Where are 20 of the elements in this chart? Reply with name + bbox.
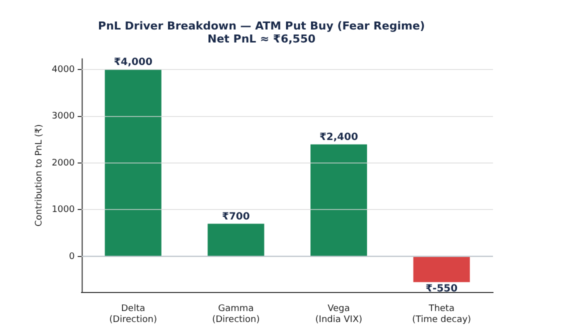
bar (310, 144, 368, 256)
x-tick-label: Gamma (Direction) (212, 304, 260, 325)
y-tick-label: 1000 (52, 205, 75, 216)
data-label: ₹4,000 (114, 57, 152, 68)
y-tick-label: 2000 (52, 158, 75, 168)
bar (413, 256, 470, 282)
bar (208, 224, 264, 256)
x-tick-label: Theta (Time decay) (412, 304, 472, 325)
chart-title: PnL Driver Breakdown — ATM Put Buy (Fear Regime) (98, 19, 425, 32)
y-tick-label: 0 (68, 252, 75, 262)
y-axis-title: Contribution to PnL (₹) (34, 124, 45, 227)
bar (104, 70, 162, 256)
data-label: ₹700 (222, 211, 250, 222)
chart-subtitle: Net PnL ≈ ₹6,550 (208, 32, 316, 46)
y-tick-label: 4000 (52, 64, 75, 75)
data-label: ₹-550 (426, 284, 458, 295)
data-label: ₹2,400 (319, 132, 358, 143)
x-tick-label: Vega (India VIX) (315, 304, 362, 325)
x-tick-label: Delta (Direction) (109, 304, 157, 325)
y-tick-label: 3000 (52, 112, 75, 122)
